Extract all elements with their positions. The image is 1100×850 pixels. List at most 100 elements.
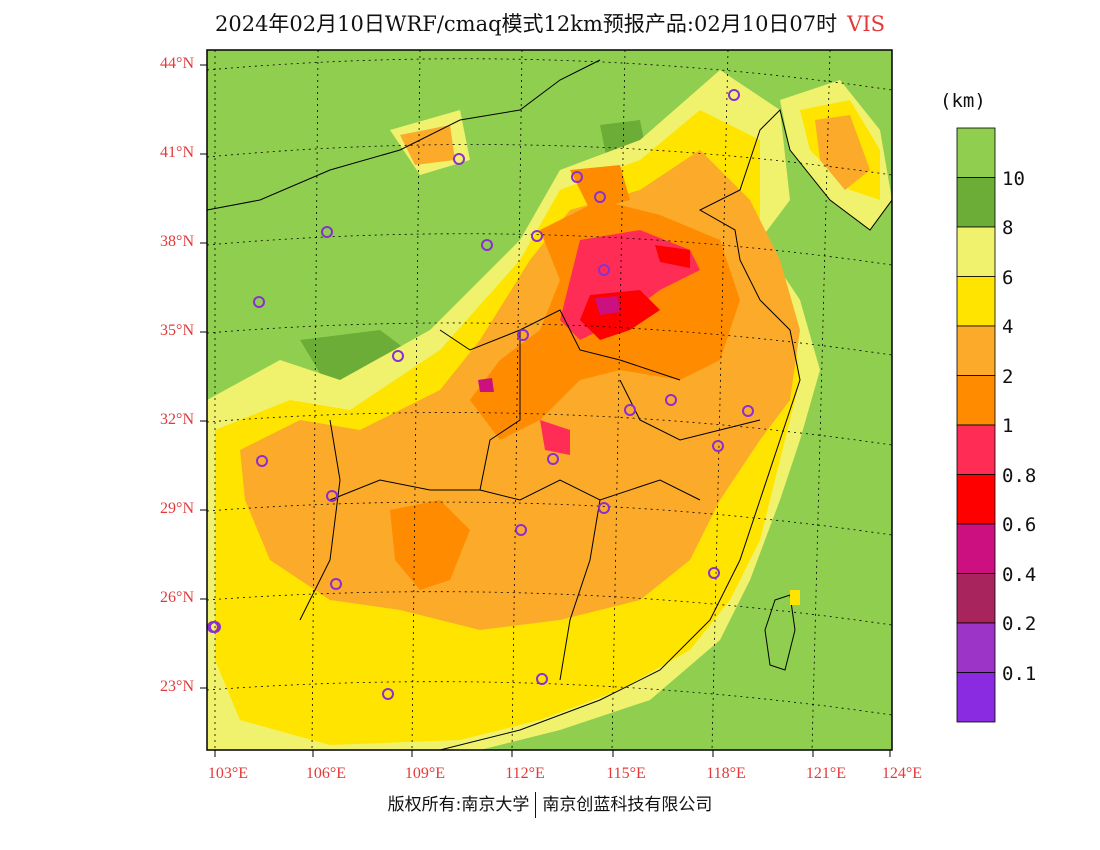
lon-label-118: 118°E (706, 765, 746, 782)
lat-label-35: 35°N (160, 322, 194, 339)
lat-41 (207, 144, 892, 176)
city-marker-marker-02 (453, 153, 465, 165)
coastline (439, 109, 892, 750)
lon-109 (411, 50, 421, 750)
colorbar-label-8: 8 (1002, 217, 1014, 239)
lat-26 (207, 591, 892, 626)
colorbar (956, 127, 996, 723)
colorbar-label-4: 4 (1002, 316, 1014, 338)
city-marker-marker-12 (665, 394, 677, 406)
city-marker-marker-09 (253, 296, 265, 308)
lon-label-109: 109°E (404, 765, 446, 782)
colorbar-swatch-10 (956, 622, 996, 673)
company-text: 南京创蓝科技有限公司 (542, 795, 713, 815)
colorbar-swatch-5 (956, 375, 996, 426)
lat-label-32: 32°N (160, 411, 194, 428)
colorbar-label-0-4: 0.4 (1002, 564, 1037, 586)
lon-112 (511, 50, 523, 750)
colorbar-swatch-1 (956, 177, 996, 228)
axis-ticks (200, 64, 891, 757)
province-line-4 (479, 330, 521, 491)
colorbar-swatch-4 (956, 325, 996, 376)
city-markers (207, 89, 754, 700)
city-marker-marker-04 (594, 191, 606, 203)
colorbar-label-6: 6 (1002, 267, 1014, 289)
lon-121 (811, 50, 831, 750)
city-marker-marker-01 (728, 89, 740, 101)
lat-label-29: 29°N (160, 500, 194, 517)
lat-35 (207, 322, 892, 356)
lon-label-106: 106°E (305, 765, 347, 782)
lat-32 (207, 412, 892, 446)
copyright-text: 版权所有:南京大学 (387, 795, 530, 815)
class-0-8-1-hubei (540, 420, 570, 455)
colorbar-label-0-8: 0.8 (1002, 465, 1037, 487)
lon-115 (611, 50, 626, 750)
city-marker-marker-22 (708, 567, 720, 579)
lat-label-41: 41°N (160, 144, 194, 161)
colorbar-label-2: 2 (1002, 366, 1014, 388)
lat-38 (207, 233, 892, 266)
colorbar-swatch-11 (956, 672, 996, 723)
city-marker-marker-19 (598, 502, 610, 514)
city-marker-marker-26 (209, 621, 221, 633)
class-0-4-0-6-henan (478, 378, 494, 392)
graticule (207, 50, 892, 750)
class-2-4-liaoning (815, 115, 870, 190)
colorbar-unit: (km) (940, 90, 986, 112)
city-marker-marker-13 (742, 405, 754, 417)
city-marker-marker-06 (481, 239, 493, 251)
lat-23 (207, 681, 892, 716)
colorbar-label-10: 10 (1002, 168, 1025, 190)
colorbar-swatch-8 (956, 523, 996, 574)
class-1-2-north (570, 165, 630, 210)
lon-118 (711, 50, 729, 750)
colorbar-label-0-2: 0.2 (1002, 613, 1037, 635)
city-marker-marker-07 (531, 230, 543, 242)
lon-label-112: 112°E (505, 765, 545, 782)
page-title: 2024年02月10日WRF/cmaq模式12km预报产品:02月10日07时 V… (0, 8, 1100, 38)
map-frame (206, 49, 893, 751)
city-marker-marker-14 (624, 404, 636, 416)
colorbar-swatch-6 (956, 424, 996, 475)
lat-label-38: 38°N (160, 233, 194, 250)
border-north (207, 59, 601, 211)
lon-label-103: 103°E (207, 765, 249, 782)
city-marker-marker-21 (330, 578, 342, 590)
boundaries (207, 59, 892, 750)
city-marker-marker-17 (547, 453, 559, 465)
city-marker-marker-18 (326, 490, 338, 502)
lat-29 (207, 501, 892, 536)
colorbar-swatch-7 (956, 474, 996, 525)
footer-separator (535, 792, 537, 818)
class-0-6-0-8-shandong (655, 245, 690, 268)
lat-label-44: 44°N (160, 55, 194, 72)
variable-tag: VIS (847, 12, 886, 36)
city-marker-marker-15 (712, 440, 724, 452)
lat-44 (207, 58, 892, 91)
province-line-3 (329, 479, 480, 501)
lon-label-115: 115°E (606, 765, 646, 782)
city-marker-marker-20 (515, 524, 527, 536)
colorbar-label-0-6: 0.6 (1002, 514, 1037, 536)
city-marker-marker-24 (382, 688, 394, 700)
footer: 版权所有:南京大学 南京创蓝科技有限公司 (0, 790, 1100, 818)
city-marker-marker-08 (598, 264, 610, 276)
taiwan-north-patch (790, 590, 800, 605)
city-marker-marker-10 (517, 329, 529, 341)
class-0-4-0-6-core (595, 296, 620, 315)
colorbar-swatch-0 (956, 127, 996, 178)
city-marker-marker-05 (321, 226, 333, 238)
lon-label-124: 124°E (881, 765, 923, 782)
province-line-6 (299, 419, 341, 621)
colorbar-swatch-2 (956, 226, 996, 277)
colorbar-swatch-3 (956, 276, 996, 327)
city-marker-marker-16 (256, 455, 268, 467)
city-marker-marker-03 (571, 171, 583, 183)
lon-label-121: 121°E (805, 765, 847, 782)
lat-label-23: 23°N (160, 678, 194, 695)
province-line-2 (479, 479, 701, 501)
colorbar-label-1: 1 (1002, 415, 1014, 437)
colorbar-label-0-1: 0.1 (1002, 663, 1037, 685)
